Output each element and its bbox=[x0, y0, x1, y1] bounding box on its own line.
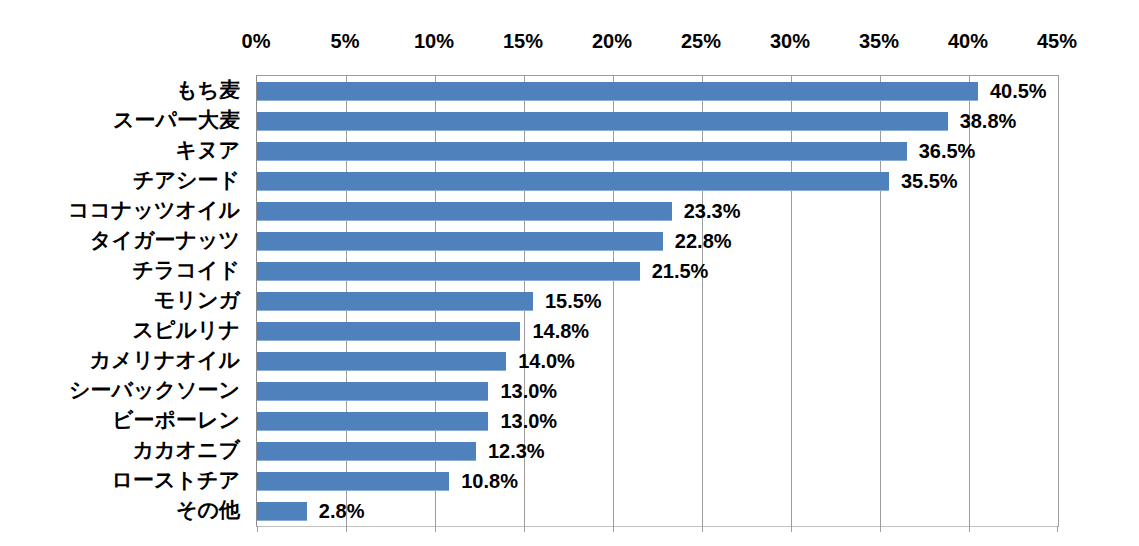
horizontal-bar-chart: 0% 5% 10% 15% 20% 25% 30% 35% 40% 45% 40.5%38.8%3… bbox=[0, 0, 1139, 546]
bar-row: 10.8% bbox=[257, 466, 1058, 496]
x-tick-label: 0% bbox=[242, 30, 271, 53]
category-label: カカオニブ bbox=[0, 435, 248, 465]
bar-row: 36.5% bbox=[257, 136, 1058, 166]
bar-value-label: 14.8% bbox=[532, 316, 589, 346]
bar bbox=[257, 172, 889, 191]
bar bbox=[257, 202, 672, 221]
bar-row: 14.8% bbox=[257, 316, 1058, 346]
bar-value-label: 12.3% bbox=[488, 436, 545, 466]
bar-value-label: 36.5% bbox=[919, 136, 976, 166]
x-tick-label: 20% bbox=[592, 30, 632, 53]
bar-value-label: 10.8% bbox=[461, 466, 518, 496]
tick-mark bbox=[257, 526, 258, 532]
tick-mark bbox=[791, 526, 792, 532]
bar bbox=[257, 232, 663, 251]
bar-value-label: 2.8% bbox=[319, 496, 365, 526]
x-tick-label: 5% bbox=[331, 30, 360, 53]
bar-value-label: 23.3% bbox=[684, 196, 741, 226]
bar-row: 38.8% bbox=[257, 106, 1058, 136]
tick-mark bbox=[969, 526, 970, 532]
plot-area: 40.5%38.8%36.5%35.5% 23.3%22.8%21.5% 15.5%… bbox=[256, 75, 1059, 527]
x-axis: 0%5%10%15%20%25%30%35%40%45% bbox=[256, 30, 1058, 60]
x-tick-label: 15% bbox=[503, 30, 543, 53]
bar bbox=[257, 322, 520, 341]
category-label: ローストチア bbox=[0, 465, 248, 495]
bar-value-label: 13.0% bbox=[500, 376, 557, 406]
bar bbox=[257, 472, 449, 491]
x-tick-label: 25% bbox=[681, 30, 721, 53]
bar-row: 21.5% bbox=[257, 256, 1058, 286]
bar-row: 2.8% bbox=[257, 496, 1058, 526]
bar bbox=[257, 352, 506, 371]
bar bbox=[257, 142, 907, 161]
bar bbox=[257, 82, 978, 101]
x-tick-label: 40% bbox=[948, 30, 988, 53]
bar bbox=[257, 412, 488, 431]
x-tick-label: 45% bbox=[1037, 30, 1077, 53]
bar bbox=[257, 262, 640, 281]
bar-value-label: 22.8% bbox=[675, 226, 732, 256]
bar-value-label: 21.5% bbox=[652, 256, 709, 286]
category-label: キヌア bbox=[0, 135, 248, 165]
tick-mark bbox=[346, 526, 347, 532]
bar-value-label: 40.5% bbox=[990, 76, 1047, 106]
bar-row: 22.8% bbox=[257, 226, 1058, 256]
bar-row: 12.3% bbox=[257, 436, 1058, 466]
tick-mark bbox=[1057, 526, 1058, 532]
category-label: スーパー大麦 bbox=[0, 105, 248, 135]
bar bbox=[257, 382, 488, 401]
bar bbox=[257, 502, 307, 521]
bar-value-label: 15.5% bbox=[545, 286, 602, 316]
category-axis: もち麦スーパー大麦キヌアチアシードココナッツオイルタイガーナッツチラコイドモリン… bbox=[0, 75, 248, 525]
category-label: シーバックソーン bbox=[0, 375, 248, 405]
category-label: ビーポーレン bbox=[0, 405, 248, 435]
tick-mark bbox=[880, 526, 881, 532]
bar-value-label: 38.8% bbox=[960, 106, 1017, 136]
bar-value-label: 35.5% bbox=[901, 166, 958, 196]
bar-row: 13.0% bbox=[257, 376, 1058, 406]
category-label: スピルリナ bbox=[0, 315, 248, 345]
bar bbox=[257, 112, 948, 131]
bar-row: 14.0% bbox=[257, 346, 1058, 376]
category-label: モリンガ bbox=[0, 285, 248, 315]
bar-row: 35.5% bbox=[257, 166, 1058, 196]
bar-row: 15.5% bbox=[257, 286, 1058, 316]
tick-mark bbox=[524, 526, 525, 532]
tick-mark bbox=[613, 526, 614, 532]
category-label: その他 bbox=[0, 495, 248, 525]
tick-mark bbox=[702, 526, 703, 532]
bar-row: 23.3% bbox=[257, 196, 1058, 226]
category-label: ココナッツオイル bbox=[0, 195, 248, 225]
category-label: タイガーナッツ bbox=[0, 225, 248, 255]
bar bbox=[257, 292, 533, 311]
category-label: チアシード bbox=[0, 165, 248, 195]
category-label: もち麦 bbox=[0, 75, 248, 105]
bar bbox=[257, 442, 476, 461]
bar-value-label: 13.0% bbox=[500, 406, 557, 436]
category-label: カメリナオイル bbox=[0, 345, 248, 375]
bar-row: 13.0% bbox=[257, 406, 1058, 436]
x-tick-label: 10% bbox=[414, 30, 454, 53]
tick-mark bbox=[435, 526, 436, 532]
category-label: チラコイド bbox=[0, 255, 248, 285]
x-tick-label: 35% bbox=[859, 30, 899, 53]
x-tick-label: 30% bbox=[770, 30, 810, 53]
bar-value-label: 14.0% bbox=[518, 346, 575, 376]
bar-row: 40.5% bbox=[257, 76, 1058, 106]
